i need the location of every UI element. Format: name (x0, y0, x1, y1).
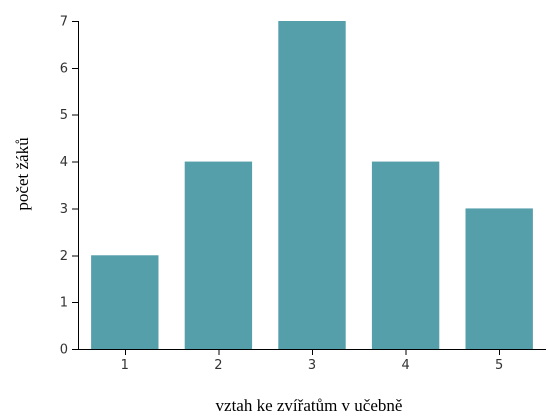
x-axis: 1 2 3 4 5 (78, 349, 546, 373)
y-tick-label-1: 1 (60, 296, 68, 311)
y-tick-label-3: 3 (60, 202, 68, 217)
y-axis: 0 1 2 3 4 5 6 7 (60, 15, 79, 358)
bar-1 (91, 255, 159, 349)
y-tick-label-5: 5 (60, 108, 68, 123)
bar-5 (465, 208, 533, 349)
x-tick-label-5: 5 (495, 358, 503, 373)
x-axis-title: vztah ke zvířatům v učebně (216, 396, 403, 414)
x-tick-label-1: 1 (121, 358, 129, 373)
x-ticks: 1 2 3 4 5 (121, 349, 503, 373)
x-tick-label-4: 4 (401, 358, 409, 373)
y-tick-label-2: 2 (60, 249, 68, 264)
x-tick-label-3: 3 (308, 358, 316, 373)
y-tick-label-0: 0 (60, 343, 68, 358)
y-axis-title: počet žáků (13, 137, 32, 211)
y-tick-label-7: 7 (60, 15, 68, 30)
bar-4 (371, 161, 440, 349)
x-tick-label-2: 2 (214, 358, 222, 373)
bar-2 (184, 161, 253, 349)
bar-3 (278, 21, 346, 349)
y-tick-label-4: 4 (60, 155, 68, 170)
bars-group (91, 21, 533, 349)
y-ticks: 0 1 2 3 4 5 6 7 (60, 15, 78, 358)
y-tick-label-6: 6 (60, 61, 68, 76)
